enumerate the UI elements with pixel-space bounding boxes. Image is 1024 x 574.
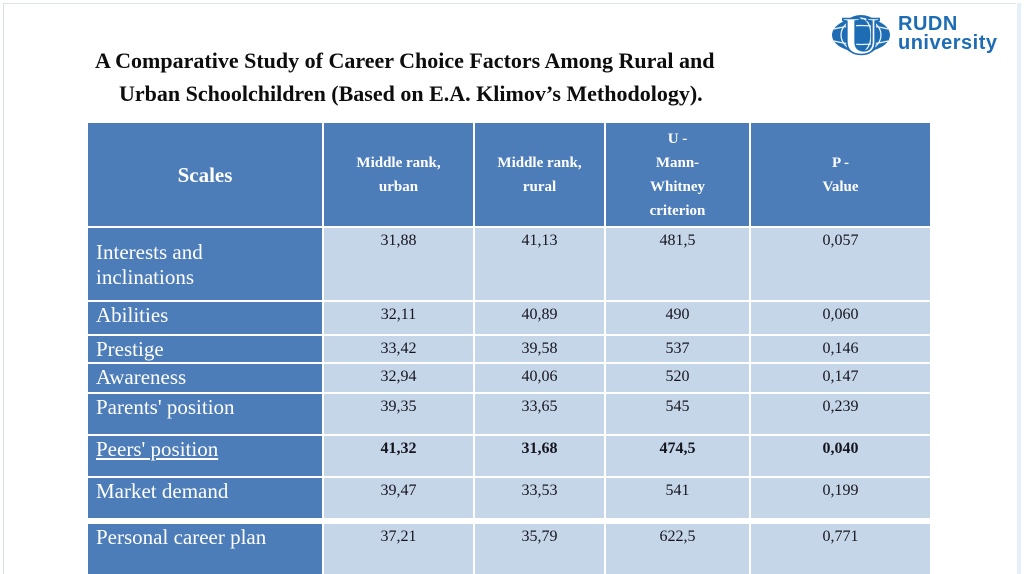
table-header-row: Scales Middle rank, urban Middle rank, r…	[86, 121, 932, 228]
cell-rural: 35,79	[473, 518, 606, 574]
rudn-logo: U RUDN university	[830, 4, 1024, 64]
cell-rural: 31,68	[473, 434, 606, 478]
cell-u-criterion: 474,5	[604, 434, 751, 478]
rudn-logo-letter: U	[842, 6, 881, 63]
cell-u-criterion: 622,5	[604, 518, 751, 574]
cell-p-value: 0,057	[749, 226, 932, 302]
slide-title-line1: A Comparative Study of Career Choice Fac…	[95, 48, 715, 73]
header-scales: Scales	[86, 121, 324, 228]
cell-urban: 39,47	[322, 476, 475, 522]
cell-rural: 33,65	[473, 392, 606, 436]
table-header: Scales Middle rank, urban Middle rank, r…	[86, 121, 932, 228]
rudn-logo-subname: university	[898, 32, 998, 54]
cell-rural: 39,58	[473, 334, 606, 364]
header-p-value: P - Value	[749, 121, 932, 228]
table-row-abilities: Abilities 32,11 40,89 490 0,060	[86, 300, 932, 336]
career-factors-table: Scales Middle rank, urban Middle rank, r…	[86, 121, 932, 574]
header-middle-rank-urban: Middle rank, urban	[322, 121, 475, 228]
table-row-parents-position: Parents' position 39,35 33,65 545 0,239	[86, 392, 932, 436]
cell-p-value: 0,040	[749, 434, 932, 478]
cell-u-criterion: 541	[604, 476, 751, 522]
cell-urban: 33,42	[322, 334, 475, 364]
scale-label: Peers' position	[86, 434, 324, 478]
cell-urban: 31,88	[322, 226, 475, 302]
scale-label: Prestige	[86, 334, 324, 364]
cell-p-value: 0,239	[749, 392, 932, 436]
cell-p-value: 0,146	[749, 334, 932, 364]
cell-urban: 41,32	[322, 434, 475, 478]
cell-u-criterion: 520	[604, 362, 751, 394]
table-row-awareness: Awareness 32,94 40,06 520 0,147	[86, 362, 932, 394]
scale-label: Interests and inclinations	[86, 226, 324, 302]
table-row-market-demand: Market demand 39,47 33,53 541 0,199	[86, 476, 932, 522]
table-row-interests: Interests and inclinations 31,88 41,13 4…	[86, 226, 932, 302]
rudn-globe-icon: U	[832, 5, 890, 63]
cell-urban: 32,94	[322, 362, 475, 394]
cell-rural: 33,53	[473, 476, 606, 522]
scale-label: Personal career plan	[86, 518, 324, 574]
cell-p-value: 0,771	[749, 518, 932, 574]
rudn-logo-wordmark: RUDN university	[898, 13, 998, 54]
cell-p-value: 0,147	[749, 362, 932, 394]
cell-urban: 37,21	[322, 518, 475, 574]
cell-u-criterion: 545	[604, 392, 751, 436]
table-row-personal-career-plan: Personal career plan 37,21 35,79 622,5 0…	[86, 518, 932, 574]
scale-label: Market demand	[86, 476, 324, 522]
table-row-prestige: Prestige 33,42 39,58 537 0,146	[86, 334, 932, 364]
cell-u-criterion: 481,5	[604, 226, 751, 302]
scale-label: Abilities	[86, 300, 324, 336]
cell-p-value: 0,060	[749, 300, 932, 336]
scale-label: Awareness	[86, 362, 324, 394]
table-row-peers-position: Peers' position 41,32 31,68 474,5 0,040	[86, 434, 932, 478]
cell-u-criterion: 537	[604, 334, 751, 364]
slide-edge-right	[1017, 3, 1021, 574]
cell-p-value: 0,199	[749, 476, 932, 522]
header-mann-whitney: U - Mann- Whitney criterion	[604, 121, 751, 228]
table-body: Interests and inclinations 31,88 41,13 4…	[86, 226, 932, 574]
cell-urban: 39,35	[322, 392, 475, 436]
cell-rural: 40,89	[473, 300, 606, 336]
slide-title: A Comparative Study of Career Choice Fac…	[95, 44, 835, 110]
slide-title-line2: Urban Schoolchildren (Based on E.A. Klim…	[119, 81, 703, 106]
rudn-logo-name: RUDN	[898, 13, 958, 35]
cell-urban: 32,11	[322, 300, 475, 336]
cell-rural: 40,06	[473, 362, 606, 394]
cell-rural: 41,13	[473, 226, 606, 302]
header-middle-rank-rural: Middle rank, rural	[473, 121, 606, 228]
scale-label: Parents' position	[86, 392, 324, 436]
cell-u-criterion: 490	[604, 300, 751, 336]
